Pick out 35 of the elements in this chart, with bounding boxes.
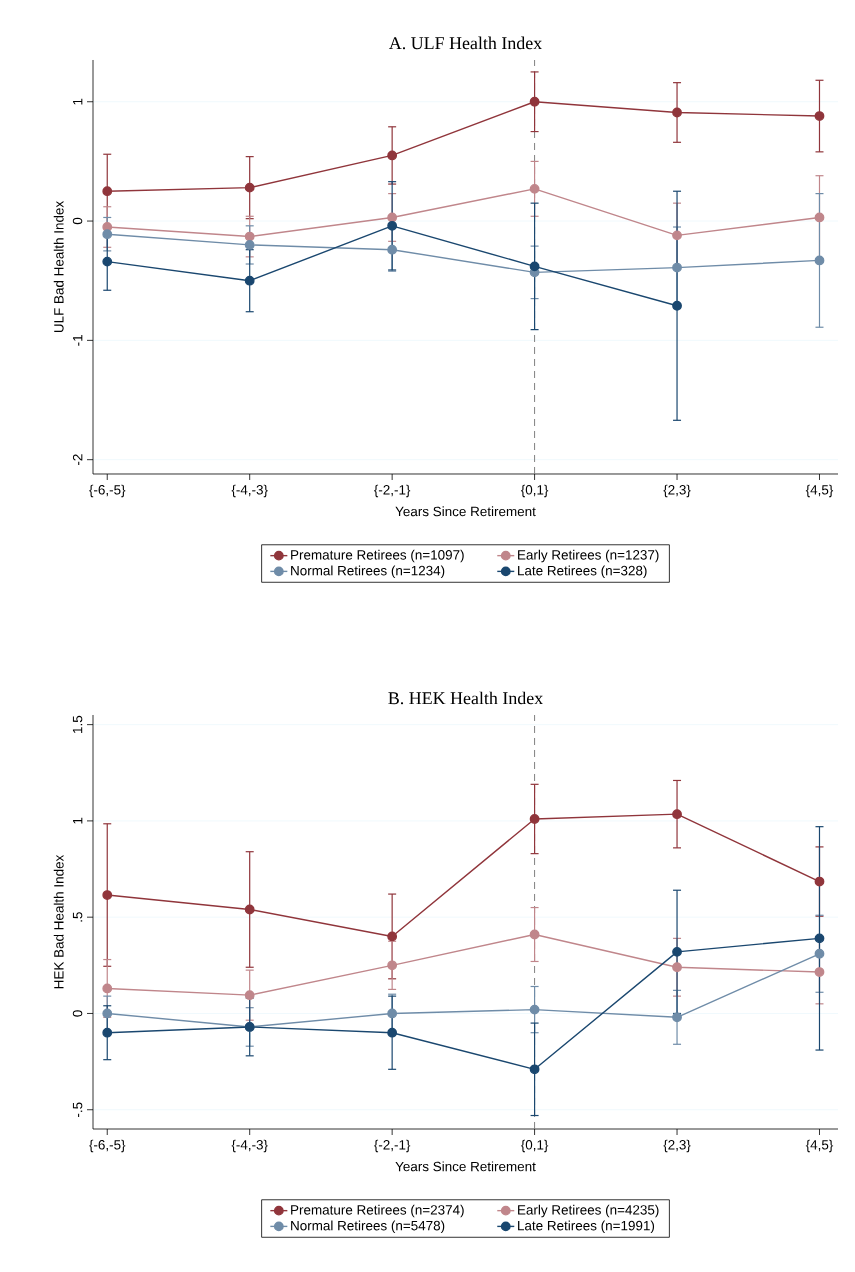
legend-label: Premature Retirees (n=2374) xyxy=(291,1204,464,1218)
y-tick-label: -2 xyxy=(72,454,83,466)
legend-label: Premature Retirees (n=1097) xyxy=(291,549,464,563)
chart-title: B. HEK Health Index xyxy=(388,691,543,705)
x-axis-title: Years Since Retirement xyxy=(395,506,536,517)
x-tick-label: {2,3} xyxy=(663,1139,691,1153)
legend-label: Normal Retirees (n=1234) xyxy=(291,565,445,579)
x-tick-label: {0,1} xyxy=(520,1139,549,1153)
y-tick-label: 1 xyxy=(73,98,83,105)
x-tick-label: {2,3} xyxy=(663,484,691,498)
x-tick-label: {-4,-3} xyxy=(231,1139,268,1153)
chart-title: A. ULF Health Index xyxy=(388,36,542,50)
legend-label: Normal Retirees (n=5478) xyxy=(291,1220,445,1234)
legend-label: Early Retirees (n=1237) xyxy=(518,549,659,563)
y-tick-label: 0 xyxy=(72,1010,83,1017)
legend-label: Late Retirees (n=1991) xyxy=(518,1220,655,1234)
x-tick-label: {0,1} xyxy=(520,484,549,498)
x-tick-label: {4,5} xyxy=(805,1139,834,1153)
y-tick-label: 1.5 xyxy=(72,715,83,733)
x-tick-label: {-2,-1} xyxy=(374,1139,411,1153)
x-tick-label: {-2,-1} xyxy=(374,484,411,498)
legend-label: Early Retirees (n=4235) xyxy=(518,1204,659,1218)
x-tick-label: {-4,-3} xyxy=(231,484,268,498)
x-axis-title: Years Since Retirement xyxy=(395,1161,536,1172)
y-tick-label: .5 xyxy=(72,912,83,922)
x-tick-label: {4,5} xyxy=(805,484,834,498)
y-tick-label: 0 xyxy=(72,217,83,225)
y-axis-title: ULF Bad Health Index xyxy=(53,201,64,333)
y-tick-label: 1 xyxy=(73,817,83,824)
x-tick-label: {-6,-5} xyxy=(89,484,126,498)
legend-label: Late Retirees (n=328) xyxy=(518,565,647,579)
y-tick-label: -1 xyxy=(73,335,83,346)
x-tick-label: {-6,-5} xyxy=(89,1139,126,1153)
y-axis-title: HEK Bad Health Index xyxy=(53,854,64,989)
y-tick-label: -.5 xyxy=(72,1102,83,1117)
